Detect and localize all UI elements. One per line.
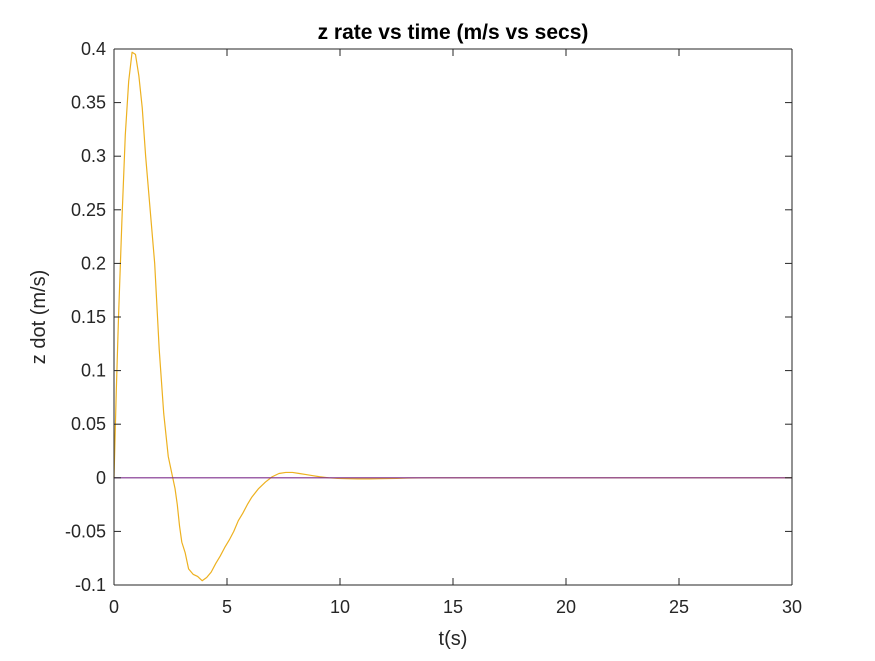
y-tick-label: -0.1 [75, 575, 106, 595]
x-tick-label: 10 [330, 597, 350, 617]
y-tick-label: 0.4 [81, 39, 106, 59]
y-tick-label: 0 [96, 468, 106, 488]
x-tick-label: 20 [556, 597, 576, 617]
y-tick-label: 0.15 [71, 307, 106, 327]
series-line-1 [113, 51, 792, 582]
y-axis-label: z dot (m/s) [28, 270, 50, 364]
plot-area [114, 49, 792, 585]
x-tick-label: 30 [782, 597, 802, 617]
y-tick-label: 0.35 [71, 93, 106, 113]
x-tick-label: 5 [222, 597, 232, 617]
y-tick-label: 0.25 [71, 200, 106, 220]
y-tick-label: 0.05 [71, 414, 106, 434]
y-tick-label: 0.1 [81, 361, 106, 381]
x-tick-label: 25 [669, 597, 689, 617]
y-tick-label: 0.2 [81, 253, 106, 273]
y-tick-label: 0.3 [81, 146, 106, 166]
x-tick-label: 15 [443, 597, 463, 617]
series-layer [113, 51, 792, 582]
x-axis-label: t(s) [439, 628, 468, 650]
x-tick-label: 0 [109, 597, 119, 617]
chart-title: z rate vs time (m/s vs secs) [318, 21, 589, 44]
tick-layer: 0 5 10 15 20 25 30 -0.1 -0.05 0 0.05 0.1 0.15 0.2 0.25… [65, 39, 802, 617]
y-tick-label: -0.05 [65, 521, 106, 541]
